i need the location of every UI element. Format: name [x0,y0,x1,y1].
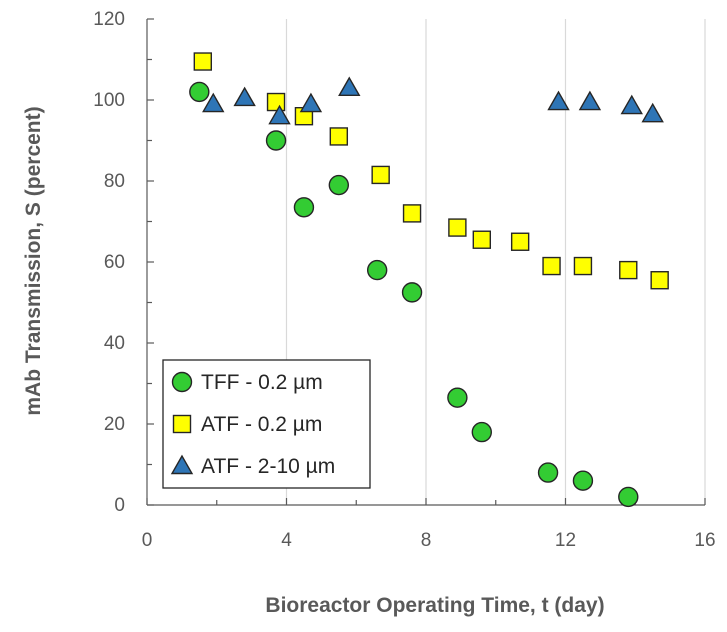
data-point-square [402,204,422,223]
y-axis-title: mAb Transmission, S (percent) [22,106,45,415]
data-point-circle [471,421,492,443]
data-point-triangle [202,92,225,113]
y-tick-label: 0 [114,495,125,516]
x-tick-label: 16 [694,530,715,551]
axes: 0 20 40 60 80 100 120 0 4 8 12 16 [93,9,715,551]
data-point-square [619,260,638,280]
legend-marker-square [172,414,192,434]
legend-label: ATF - 2-10 µm [201,455,335,478]
data-point-circle [189,81,210,103]
legend-entries: TFF - 0.2 µm ATF - 0.2 µm ATF - 2-10 µm [170,371,335,478]
y-tick-label: 20 [104,414,125,435]
data-point-circle [572,470,594,491]
data-point-square [573,256,593,276]
data-point-triangle [641,102,664,123]
data-point-triangle [299,92,323,113]
data-point-square [371,165,390,185]
legend-marker-circle [171,371,193,393]
legend-label: ATF - 0.2 µm [201,413,322,436]
data-point-square [650,271,669,290]
series-1 [189,81,639,508]
y-tick-label: 120 [93,9,125,30]
x-tick-label: 8 [421,530,432,551]
data-point-circle [366,259,388,281]
data-point-circle [447,387,468,408]
data-point-triangle [547,90,570,111]
data-point-triangle [338,76,361,97]
data-point-square [472,230,491,249]
data-point-circle [401,282,423,303]
data-point-circle [293,197,315,218]
data-points [189,52,669,508]
x-tick-label: 12 [555,530,576,551]
data-point-square [542,256,561,276]
legend-label: TFF - 0.2 µm [201,371,323,394]
data-point-circle [328,174,350,196]
data-point-triangle [268,104,291,125]
data-point-square [266,92,286,112]
y-tick-label: 100 [93,90,125,111]
data-point-triangle [620,94,643,115]
legend-box [162,359,371,489]
x-tick-label: 0 [142,530,153,551]
data-point-circle [265,130,287,151]
y-tick-label: 80 [104,171,125,192]
data-point-circle [537,462,559,483]
data-point-square [329,127,349,146]
data-point-triangle [233,86,256,107]
data-point-square [193,52,213,71]
series-3 [202,76,664,125]
data-point-triangle [578,90,602,111]
data-point-square [510,232,530,251]
y-tick-label: 40 [104,333,125,354]
series-2 [193,52,669,290]
data-point-circle [618,486,639,508]
y-tick-label: 60 [104,252,125,273]
data-point-square [448,218,467,237]
x-tick-label: 4 [281,530,292,551]
legend-marker-triangle [170,454,194,475]
legend: TFF - 0.2 µm ATF - 0.2 µm ATF - 2-10 µm [162,359,371,489]
x-axis-title: Bioreactor Operating Time, t (day) [265,594,604,617]
